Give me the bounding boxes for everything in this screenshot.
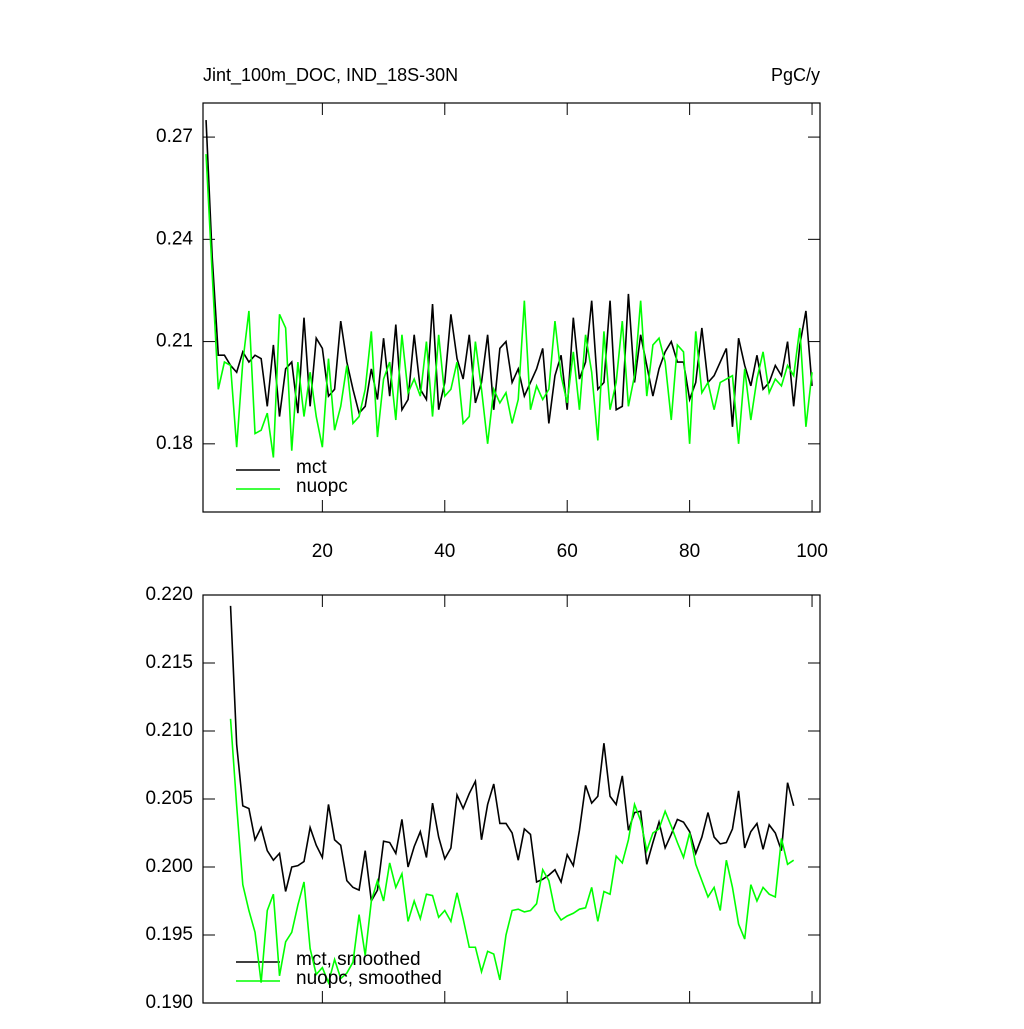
plot-frame bbox=[202, 102, 821, 513]
chart-title: Jint_100m_DOC, IND_18S-30N bbox=[203, 65, 458, 86]
y-tick-label: 0.210 bbox=[145, 720, 193, 741]
y-tick-label: 0.220 bbox=[145, 584, 193, 605]
y-tick-label: 0.195 bbox=[145, 924, 193, 945]
y-tick-label: 0.18 bbox=[156, 433, 193, 454]
data-line bbox=[205, 120, 813, 427]
legend-label: mct, smoothed bbox=[296, 949, 421, 970]
x-tick-label: 100 bbox=[796, 541, 828, 562]
y-tick-label: 0.200 bbox=[145, 856, 193, 877]
data-line bbox=[229, 718, 795, 986]
legend-label: mct bbox=[296, 457, 327, 478]
y-tick-label: 0.215 bbox=[145, 652, 193, 673]
plot-frame bbox=[202, 594, 821, 1004]
x-tick-label: 40 bbox=[434, 541, 455, 562]
x-tick-label: 60 bbox=[557, 541, 578, 562]
data-line bbox=[229, 605, 795, 904]
y-tick-label: 0.21 bbox=[156, 331, 193, 352]
x-tick-label: 80 bbox=[679, 541, 700, 562]
y-tick-label: 0.205 bbox=[145, 788, 193, 809]
y-tick-label: 0.190 bbox=[145, 992, 193, 1013]
legend-label: nuopc bbox=[296, 476, 348, 497]
units: PgC/y bbox=[771, 65, 820, 85]
x-tick-label: 20 bbox=[312, 541, 333, 562]
y-tick-label: 0.27 bbox=[156, 126, 193, 147]
y-tick-label: 0.24 bbox=[156, 228, 193, 249]
data-line bbox=[205, 154, 813, 458]
legend-label: nuopc, smoothed bbox=[296, 968, 442, 989]
